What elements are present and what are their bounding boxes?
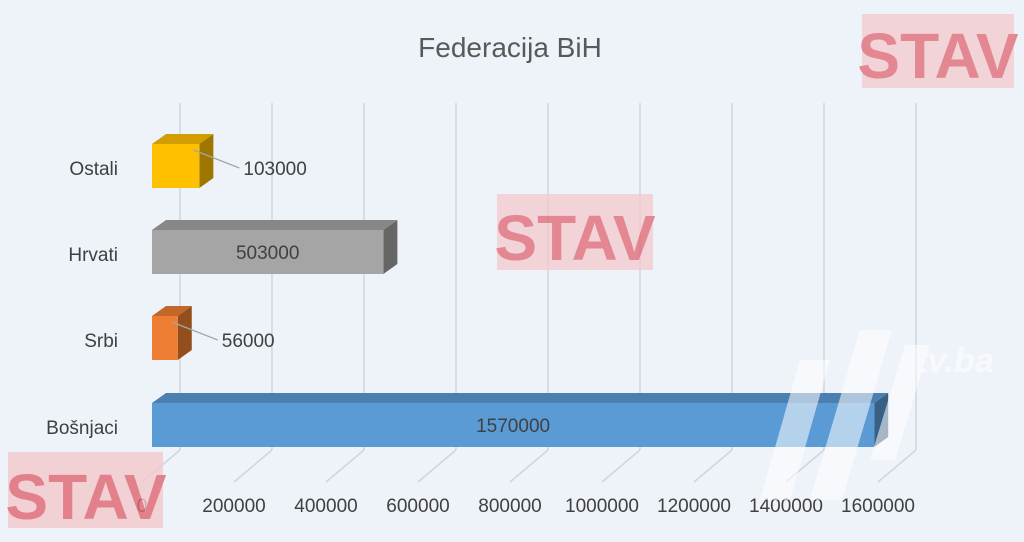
category-label: Ostali (69, 159, 118, 180)
x-tick-label: 200000 (202, 496, 265, 517)
data-label: 56000 (222, 331, 275, 352)
stav-watermark-bottom-left: STAV (5, 452, 167, 533)
bar-front-face (152, 144, 200, 188)
data-label-leader (171, 321, 218, 341)
x-tick-label: 1000000 (565, 496, 639, 517)
x-tick-label: 1600000 (841, 496, 915, 517)
bar-hrvati (152, 220, 398, 274)
bar-front-face (152, 230, 384, 274)
x-tick-label: 800000 (478, 496, 541, 517)
stav-watermark-text: STAV (5, 461, 167, 533)
bar-front-face (152, 403, 875, 447)
category-label: Hrvati (68, 245, 118, 266)
bar-side-face (177, 306, 192, 360)
floor-gridline (693, 449, 733, 483)
floor-gridline (509, 449, 549, 483)
tv-watermark-text: tv.ba (916, 342, 993, 380)
chart-title: Federacija BiH (418, 32, 602, 63)
x-tick-label: 1400000 (749, 496, 823, 517)
bar-ostali (152, 134, 214, 188)
data-label-leader (193, 149, 240, 169)
bar-top-face (152, 220, 398, 230)
category-labels: Bošnjaci Srbi Hrvati Ostali (46, 159, 118, 439)
x-tick-label: 400000 (294, 496, 357, 517)
tv-logo-watermark: tv.ba (760, 330, 994, 500)
bar-side-face (199, 134, 214, 188)
bar-side-face (383, 220, 398, 274)
stav-watermark-text: STAV (857, 20, 1019, 92)
data-label: 1570000 (476, 416, 550, 437)
bar-bošnjaci (152, 393, 889, 447)
floor-gridline (601, 449, 641, 483)
data-labels: 1570000 56000 503000 103000 (171, 149, 550, 437)
category-label: Srbi (84, 331, 118, 352)
data-label: 103000 (243, 159, 306, 180)
bars (152, 134, 889, 447)
bar-top-face (152, 393, 889, 403)
floor-gridline (877, 449, 917, 483)
stav-watermark-top-right: STAV (857, 14, 1019, 92)
category-label: Bošnjaci (46, 418, 118, 439)
x-tick-label: 600000 (386, 496, 449, 517)
floor-gridline (325, 449, 365, 483)
bar-top-face (152, 306, 192, 316)
gridlines (141, 103, 917, 483)
stav-watermark-center: STAV (494, 194, 656, 274)
stav-watermark-text: STAV (494, 202, 656, 274)
bar-srbi (152, 306, 192, 360)
x-axis-ticks: 0200000400000600000800000100000012000001… (137, 496, 915, 517)
bar-top-face (152, 134, 214, 144)
floor-gridline (417, 449, 457, 483)
floor-gridline (233, 449, 273, 483)
x-tick-label: 1200000 (657, 496, 731, 517)
data-label: 503000 (236, 243, 299, 264)
